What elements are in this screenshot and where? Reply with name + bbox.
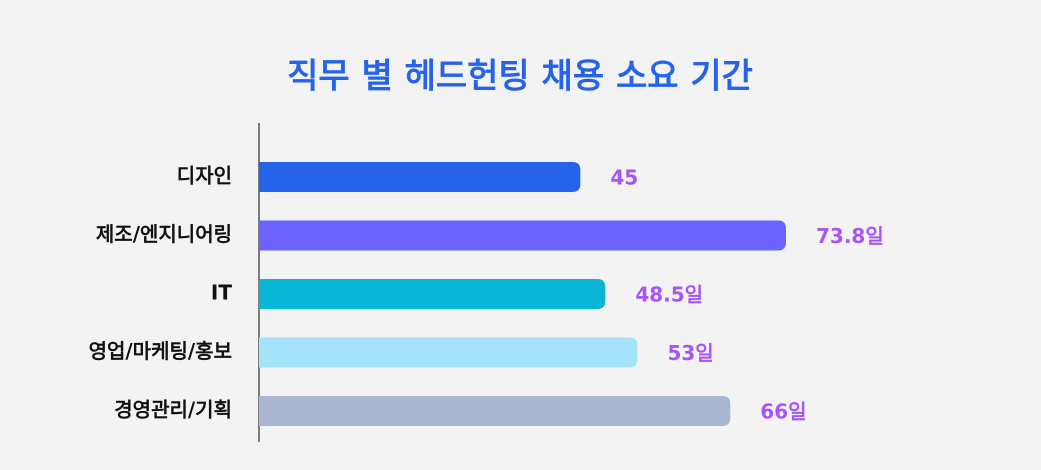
category-label: 디자인 [177,164,232,188]
bar [259,396,731,426]
value-label: 66일 [760,400,806,424]
bar [259,279,606,309]
category-label: 영업/마케팅/홍보 [89,339,232,363]
value-label: 53일 [667,341,713,365]
value-label: 45 [610,166,638,190]
category-label: IT [211,281,232,305]
bar [259,220,786,251]
bar [259,337,638,368]
category-label: 경영관리/기획 [114,398,232,422]
value-label: 73.8일 [816,224,884,248]
category-label: 제조/엔지니어링 [96,222,232,246]
chart-title: 직무 별 헤드헌팅 채용 소요 기간 [287,57,753,97]
value-label: 48.5일 [635,283,703,307]
bar [259,162,581,192]
